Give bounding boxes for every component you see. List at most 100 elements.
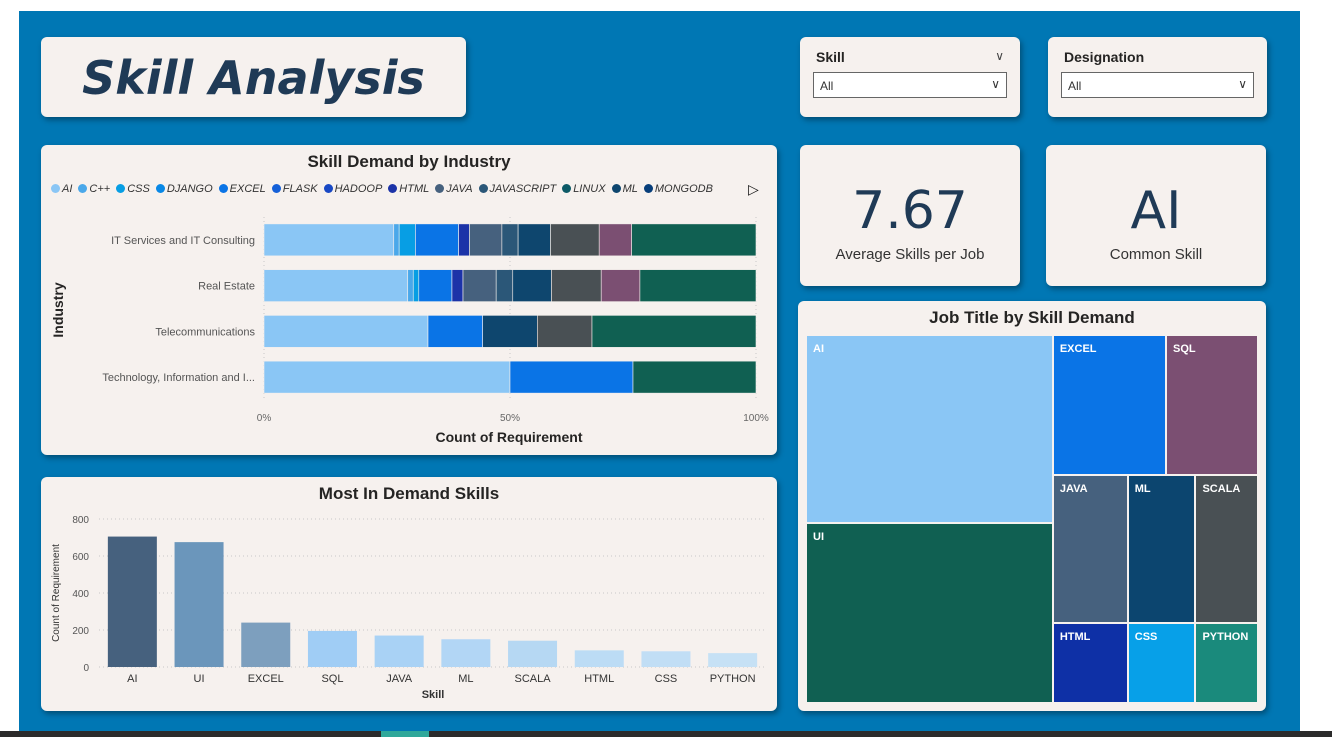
y-tick-label: 200 <box>72 626 89 637</box>
avg-skills-value: 7.67 <box>852 181 968 241</box>
designation-dropdown[interactable]: All ∨ <box>1061 72 1254 98</box>
legend-dot-icon <box>478 184 488 193</box>
legend-label: JAVA <box>446 183 473 195</box>
stacked-bar-segment <box>462 269 497 302</box>
legend-item[interactable]: HADOOP <box>323 183 382 195</box>
legend-item[interactable]: DJANGO <box>155 183 213 195</box>
treemap-cell[interactable]: SCALA <box>1195 474 1258 623</box>
stacked-bar-segment <box>591 315 757 348</box>
legend-item[interactable]: MONGODB <box>643 183 713 195</box>
legend-label: CSS <box>127 183 150 195</box>
legend-label: LINUX <box>573 183 606 195</box>
x-tick-label: PYTHON <box>710 673 756 685</box>
stacked-bar-segment <box>398 223 416 257</box>
legend-label: C++ <box>89 183 111 195</box>
skills-chart-svg: 0 200 400 600 800 AI UI EXCEL SQL JAVA ML SCALA HTML… <box>51 515 766 701</box>
stacked-bar-segment <box>482 315 538 348</box>
treemap-cell-label: AI <box>813 343 824 355</box>
x-tick-label: UI <box>194 673 205 685</box>
skill-bar <box>107 536 157 667</box>
industry-legend: AI C++ CSS DJANGO EXCEL FLASK HADOOP HTML JAVA JA… <box>51 183 719 197</box>
x-tick-label: SCALA <box>515 673 552 685</box>
legend-dot-icon <box>51 184 60 193</box>
y-tick-label: 800 <box>72 515 89 526</box>
designation-slicer: Designation All ∨ <box>1048 37 1267 117</box>
y-tick-label: 600 <box>72 552 89 563</box>
stacked-bar-segment <box>600 269 641 302</box>
legend-dot-icon <box>643 184 653 193</box>
treemap-cell[interactable]: CSS <box>1127 622 1196 703</box>
stacked-bar-segment <box>412 269 420 302</box>
treemap-cell-label: UI <box>813 531 824 543</box>
skill-bar <box>441 639 491 667</box>
page-tab-strip <box>0 731 1332 737</box>
industry-category-label: IT Services and IT Consulting <box>111 235 255 247</box>
treemap-cell[interactable]: UI <box>806 523 1053 703</box>
skill-bar <box>574 650 624 667</box>
treemap-cell[interactable]: SQL <box>1166 335 1258 475</box>
skill-bar <box>708 653 758 667</box>
skill-dropdown-value: All <box>820 79 834 93</box>
legend-item[interactable]: C++ <box>78 183 110 195</box>
legend-item[interactable]: ML <box>611 183 638 195</box>
x-tick-label: SQL <box>321 673 343 685</box>
legend-label: DJANGO <box>166 183 213 195</box>
title-card: Skill Analysis <box>41 37 466 117</box>
treemap-cell[interactable]: JAVA <box>1052 474 1128 623</box>
stacked-bar-segment <box>550 223 600 257</box>
treemap-cell-label: SCALA <box>1202 482 1241 495</box>
legend-label: HTML <box>399 183 430 195</box>
treemap-cell[interactable]: AI <box>806 335 1053 523</box>
treemap-cell[interactable]: ML <box>1127 474 1196 623</box>
legend-item[interactable]: EXCEL <box>218 183 266 195</box>
treemap-chart-title: Job Title by Skill Demand <box>929 308 1135 327</box>
legend-item[interactable]: FLASK <box>271 183 318 195</box>
treemap-cell[interactable]: EXCEL <box>1052 335 1167 475</box>
y-axis-title: Count of Requirement <box>51 544 62 642</box>
x-tick-label: EXCEL <box>248 673 284 685</box>
stacked-bar-segment <box>263 315 429 348</box>
skill-bar <box>508 640 558 667</box>
legend-item[interactable]: CSS <box>116 183 150 195</box>
treemap-cell[interactable]: PYTHON <box>1195 622 1258 703</box>
legend-dot-icon <box>116 184 126 193</box>
page-title: Skill Analysis <box>82 51 425 105</box>
treemap-cell[interactable]: HTML <box>1052 622 1128 703</box>
stacked-bar-segment <box>263 360 511 394</box>
play-triangle-icon[interactable]: ▷ <box>748 181 759 197</box>
legend-dot-icon <box>435 184 445 193</box>
stacked-bar-segment <box>393 223 400 257</box>
skill-bar <box>374 635 424 667</box>
legend-dot-icon <box>218 184 228 193</box>
chevron-down-icon: ∨ <box>1238 77 1247 91</box>
x-tick-label: 100% <box>743 413 769 424</box>
legend-item[interactable]: JAVA <box>435 183 473 195</box>
legend-label: AI <box>62 183 73 195</box>
industry-category-label: Real Estate <box>198 281 255 293</box>
active-page-tab[interactable] <box>381 731 429 737</box>
avg-skills-kpi-card: 7.67 Average Skills per Job <box>800 145 1020 286</box>
legend-item[interactable]: AI <box>51 183 72 195</box>
industry-chart-card: Skill Demand by Industry AI C++ CSS DJANGO E… <box>41 145 777 455</box>
stacked-bar-segment <box>427 315 483 348</box>
stacked-bar-segment <box>631 223 757 257</box>
stacked-bar-segment <box>537 315 593 348</box>
stacked-bar-segment <box>551 269 602 302</box>
x-tick-label: AI <box>127 673 137 685</box>
treemap-cell-label: JAVA <box>1059 482 1088 495</box>
legend-label: FLASK <box>282 183 318 195</box>
x-tick-label: JAVA <box>386 673 413 685</box>
skill-dropdown[interactable]: All ∨ <box>813 72 1007 98</box>
stacked-bar-segment <box>458 223 470 257</box>
legend-item[interactable]: JAVASCRIPT <box>478 183 557 195</box>
legend-label: MONGODB <box>654 183 713 195</box>
legend-label: JAVASCRIPT <box>489 183 557 195</box>
chevron-down-icon[interactable]: ∨ <box>995 49 1004 63</box>
common-skill-value: AI <box>1130 181 1182 241</box>
legend-item[interactable]: LINUX <box>562 183 606 195</box>
skill-bar <box>241 622 291 667</box>
stacked-bar-segment <box>495 269 514 302</box>
common-skill-caption: Common Skill <box>1109 246 1203 263</box>
legend-label: EXCEL <box>229 183 266 195</box>
legend-item[interactable]: HTML <box>388 183 429 195</box>
